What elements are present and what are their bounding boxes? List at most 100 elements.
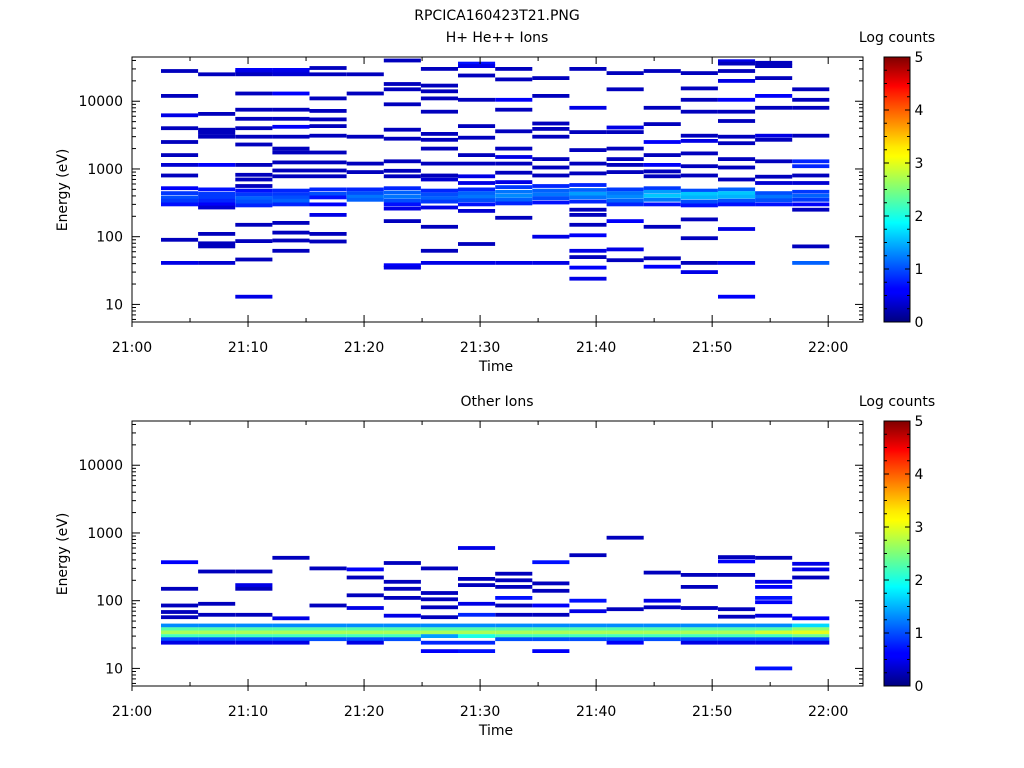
heatmap-cell (792, 637, 830, 642)
heatmap-cell (718, 637, 756, 642)
heatmap-cell (458, 135, 496, 140)
heatmap-cell (680, 71, 718, 75)
heatmap-cell (569, 130, 607, 134)
x-axis-label: Time (478, 359, 513, 375)
heatmap-cell (458, 161, 496, 166)
heatmap-cell (235, 196, 273, 201)
heatmap-cell (495, 97, 533, 102)
heatmap-cell (346, 623, 384, 628)
heatmap-cell (198, 163, 236, 167)
heatmap-cell (680, 236, 718, 241)
colorbar-tick-label: 3 (915, 520, 924, 536)
heatmap-cell (792, 627, 830, 632)
heatmap-cell (569, 637, 607, 642)
heatmap-cell (643, 169, 681, 174)
heatmap-cell (420, 627, 458, 632)
heatmap-cell (309, 202, 347, 207)
heatmap-cell (718, 198, 756, 203)
heatmap-cell (235, 623, 273, 628)
heatmap-cell (643, 630, 681, 635)
heatmap-cell (495, 630, 533, 635)
heatmap-cell (420, 188, 458, 193)
heatmap-cell (755, 60, 793, 65)
heatmap-cell (309, 623, 347, 628)
heatmap-cell (420, 597, 458, 602)
x-tick-label: 21:20 (344, 340, 384, 356)
heatmap-cell (532, 588, 570, 593)
heatmap-cell (495, 261, 533, 265)
heatmap-cell (235, 640, 273, 645)
figure-title: RPCICA160423T21.PNG (414, 8, 579, 24)
heatmap-cell (718, 191, 756, 195)
heatmap-cell (346, 161, 384, 166)
heatmap-cell (718, 614, 756, 619)
heatmap-cell (569, 634, 607, 638)
heatmap-cell (606, 630, 644, 635)
heatmap-cell (680, 109, 718, 114)
heatmap-cell (198, 187, 236, 192)
heatmap-cell (198, 634, 236, 638)
heatmap-cell (643, 186, 681, 191)
heatmap-cell (458, 627, 496, 632)
heatmap-cell (495, 627, 533, 632)
heatmap-cell (161, 615, 199, 620)
heatmap-cell (309, 109, 347, 113)
heatmap-cell (755, 159, 793, 164)
heatmap-cell (458, 209, 496, 213)
heatmap-cell (309, 191, 347, 196)
heatmap-cell (718, 261, 756, 265)
heatmap-cell (383, 58, 421, 63)
heatmap-cell (161, 610, 199, 614)
heatmap-cell (420, 96, 458, 101)
colorbar-tick-label: 4 (915, 467, 924, 483)
heatmap-cell (680, 133, 718, 138)
heatmap-cell (792, 97, 830, 102)
heatmap-cell (569, 233, 607, 238)
heatmap-cell (383, 159, 421, 164)
heatmap-cell (272, 221, 310, 225)
heatmap-cell (383, 265, 421, 270)
heatmap-cell (383, 627, 421, 632)
heatmap-cell (495, 197, 533, 202)
colorbar-tick-label: 1 (915, 262, 924, 278)
heatmap-cell (383, 194, 421, 199)
heatmap-cell (718, 227, 756, 231)
heatmap-cell (198, 601, 236, 606)
heatmap-cell (606, 163, 644, 167)
heatmap-cell (458, 634, 496, 638)
heatmap-cell (346, 640, 384, 645)
heatmap-cell (680, 195, 718, 200)
colorbar-tick-label: 5 (915, 50, 924, 66)
heatmap-cell (718, 119, 756, 123)
heatmap-cell (569, 161, 607, 166)
heatmap-cell (383, 561, 421, 565)
heatmap-cell (235, 184, 273, 188)
heatmap-cell (309, 566, 347, 571)
heatmap-cell (569, 598, 607, 603)
heatmap-cell (161, 191, 199, 195)
heatmap-cell (161, 237, 199, 242)
heatmap-cell (235, 637, 273, 642)
heatmap-cell (606, 258, 644, 263)
heatmap-cell (755, 627, 793, 632)
heatmap-cell (643, 69, 681, 73)
heatmap-cell (643, 570, 681, 575)
y-tick-label: 10 (105, 661, 123, 677)
heatmap-cell (346, 72, 384, 77)
heatmap-cell (792, 616, 830, 621)
heatmap-cell (458, 649, 496, 653)
heatmap-cell (198, 612, 236, 617)
colorbar-label: Log counts (859, 30, 935, 46)
heatmap-cell (309, 603, 347, 608)
heatmap-cell (718, 559, 756, 564)
y-tick-label: 100 (96, 230, 123, 246)
heatmap-cell (680, 188, 718, 193)
heatmap-cell (346, 194, 384, 199)
heatmap-cell (198, 202, 236, 207)
heatmap-cell (755, 194, 793, 199)
heatmap-cell (272, 637, 310, 642)
heatmap-cell (569, 195, 607, 200)
heatmap-cell (606, 535, 644, 540)
heatmap-cell (680, 270, 718, 274)
heatmap-cell (235, 163, 273, 167)
